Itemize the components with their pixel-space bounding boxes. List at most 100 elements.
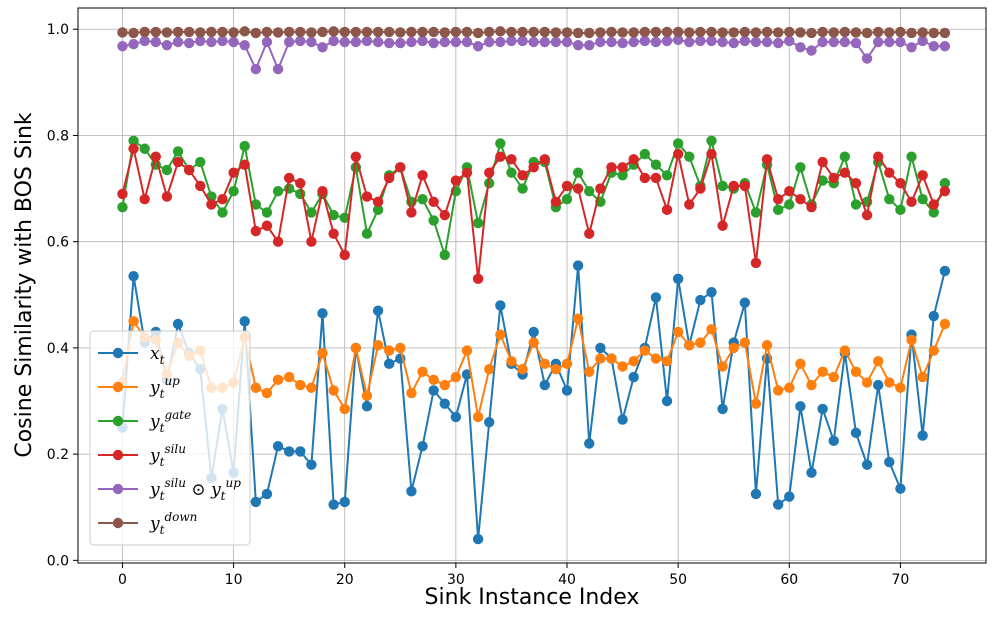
data-point <box>561 180 573 192</box>
data-point <box>417 194 428 205</box>
data-point <box>339 496 350 508</box>
data-point <box>639 172 651 184</box>
data-point <box>795 27 806 38</box>
data-point <box>939 41 951 52</box>
data-point <box>639 345 651 356</box>
data-point <box>928 41 939 52</box>
legend-marker <box>112 381 124 393</box>
data-point <box>917 170 928 181</box>
series-5 <box>117 26 951 39</box>
data-point <box>884 167 895 178</box>
data-point <box>884 27 895 38</box>
data-point <box>817 36 828 48</box>
data-point <box>339 249 350 261</box>
data-point <box>417 440 428 452</box>
x-tick-label: 10 <box>225 572 243 588</box>
legend-item: ytup <box>98 374 180 401</box>
data-point <box>572 167 584 178</box>
data-point <box>750 27 762 38</box>
data-point <box>795 162 806 173</box>
plot-frame <box>77 7 987 564</box>
data-point <box>350 26 362 38</box>
data-point <box>361 191 373 202</box>
data-point <box>550 36 562 48</box>
data-point <box>828 36 839 48</box>
legend-label-part: y <box>149 514 160 534</box>
data-point <box>695 294 706 306</box>
data-point <box>873 36 884 48</box>
data-point <box>917 371 928 383</box>
data-point <box>706 324 717 335</box>
data-point <box>517 183 528 194</box>
data-point <box>795 42 806 53</box>
data-point <box>873 26 884 38</box>
data-point <box>261 207 273 218</box>
legend-item: xt <box>98 344 165 367</box>
legend-marker <box>112 483 124 495</box>
data-point <box>172 146 184 157</box>
y-tick-label: 0.4 <box>47 341 69 357</box>
legend-item: ytdown <box>98 510 197 537</box>
data-point <box>628 371 639 383</box>
data-point <box>272 186 284 197</box>
data-point <box>650 292 662 303</box>
x-axis: 0 10 20 30 40 50 60 70 <box>118 563 909 588</box>
data-point <box>572 260 584 271</box>
x-tick-label: 60 <box>780 572 798 588</box>
data-point <box>261 387 273 399</box>
data-point <box>161 191 173 202</box>
data-point <box>661 170 673 181</box>
y-tick-label: 0.6 <box>47 235 69 251</box>
data-point <box>272 63 284 75</box>
data-point <box>695 337 706 348</box>
legend-label-part: up <box>226 476 242 490</box>
data-point <box>361 26 373 38</box>
data-point <box>895 178 906 189</box>
data-point <box>884 194 895 205</box>
x-tick-label: 30 <box>447 572 465 588</box>
data-point <box>684 36 695 48</box>
data-point <box>328 35 339 47</box>
data-point <box>550 196 562 208</box>
data-point <box>306 382 317 393</box>
data-point <box>150 36 161 48</box>
data-point <box>472 27 484 39</box>
data-point <box>228 167 239 178</box>
data-point <box>561 27 573 38</box>
data-point <box>606 26 617 38</box>
x-tick-label: 50 <box>669 572 687 588</box>
data-point <box>428 37 439 49</box>
data-point <box>239 26 250 37</box>
data-point <box>806 467 817 478</box>
data-point <box>672 34 684 46</box>
data-point <box>395 27 406 38</box>
data-point <box>539 358 550 370</box>
data-point <box>639 35 651 47</box>
data-point <box>328 499 339 510</box>
data-point <box>295 178 306 189</box>
data-point <box>439 249 450 261</box>
data-point <box>272 440 284 452</box>
data-point <box>283 36 295 48</box>
data-point <box>128 27 139 39</box>
data-point <box>595 36 606 48</box>
data-point <box>528 36 539 48</box>
data-point <box>584 186 595 197</box>
data-point <box>850 366 862 377</box>
data-point <box>539 26 550 38</box>
data-point <box>717 361 728 372</box>
data-point <box>383 26 395 38</box>
data-point <box>272 374 284 385</box>
legend-marker <box>112 347 124 359</box>
legend-label: ytsilu <box>149 442 186 469</box>
data-point <box>228 186 239 197</box>
data-point <box>795 194 806 205</box>
data-point <box>406 36 417 48</box>
data-point <box>517 363 528 375</box>
data-point <box>561 358 573 370</box>
data-point <box>428 215 439 226</box>
data-point <box>417 170 428 181</box>
data-point <box>439 27 450 38</box>
data-point <box>283 183 295 194</box>
data-point <box>606 162 617 173</box>
